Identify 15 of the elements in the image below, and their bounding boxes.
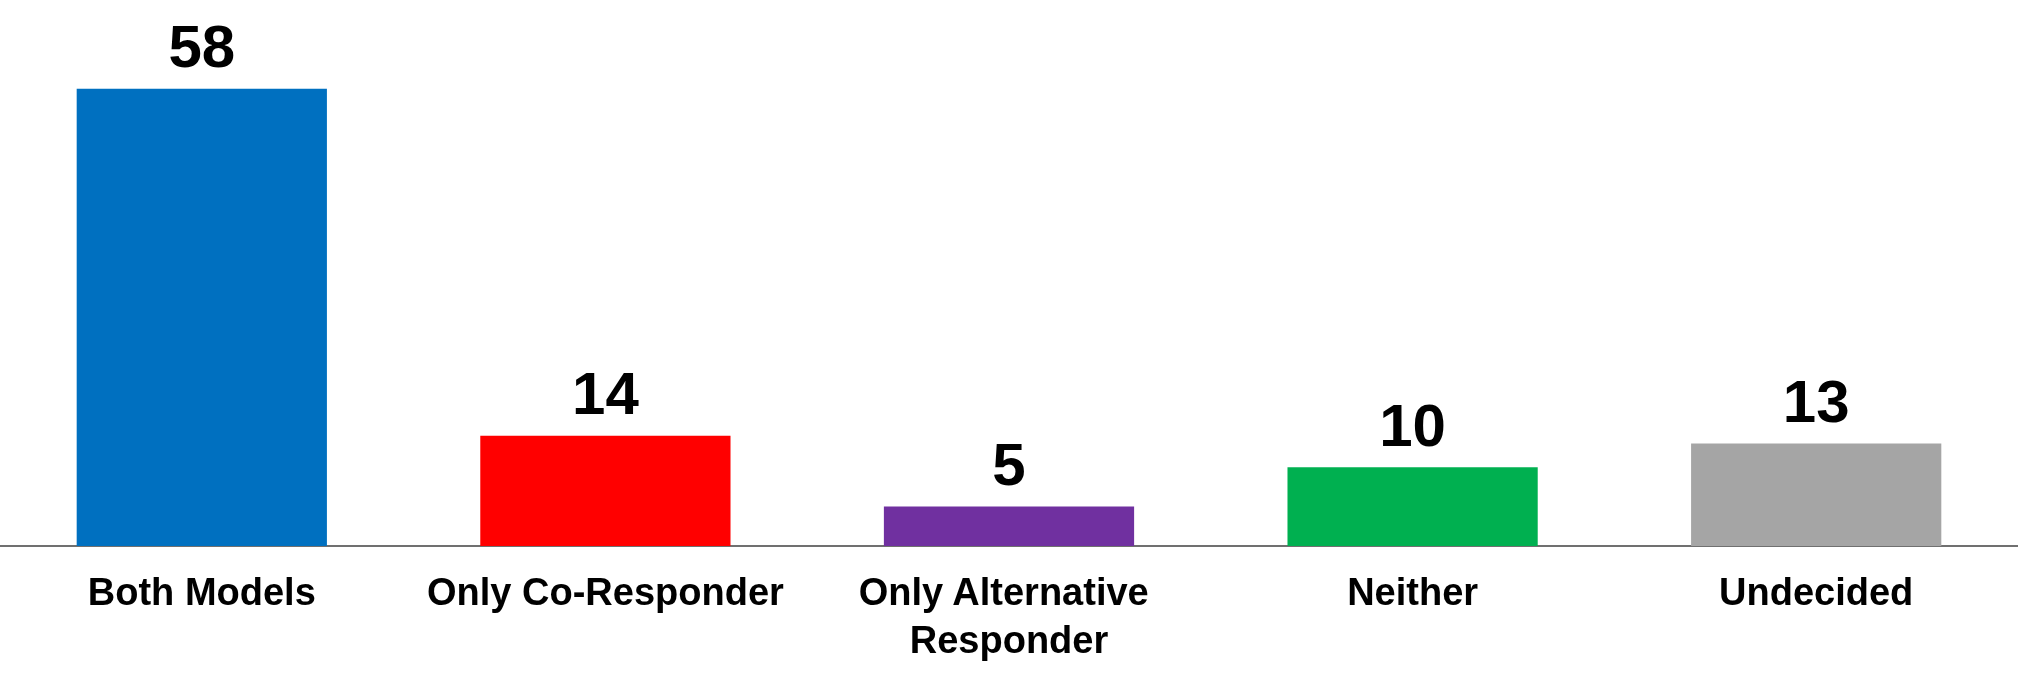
data-label: 10 bbox=[1379, 391, 1446, 459]
bar bbox=[883, 506, 1135, 546]
x-tick-label: Only Co-Responder bbox=[426, 571, 785, 613]
x-tick-label: Neither bbox=[1347, 571, 1479, 613]
bar bbox=[1691, 443, 1942, 546]
data-label: 14 bbox=[572, 360, 640, 428]
data-label: 13 bbox=[1782, 368, 1850, 436]
bar bbox=[1287, 467, 1538, 546]
data-label: 58 bbox=[168, 13, 236, 81]
bar bbox=[76, 88, 327, 546]
bar bbox=[480, 435, 731, 546]
x-tick-label: Only Alternative Responder bbox=[858, 571, 1160, 661]
data-label: 5 bbox=[992, 431, 1026, 499]
x-tick-label: Both Models bbox=[87, 571, 316, 613]
x-tick-label: Undecided bbox=[1719, 571, 1914, 613]
